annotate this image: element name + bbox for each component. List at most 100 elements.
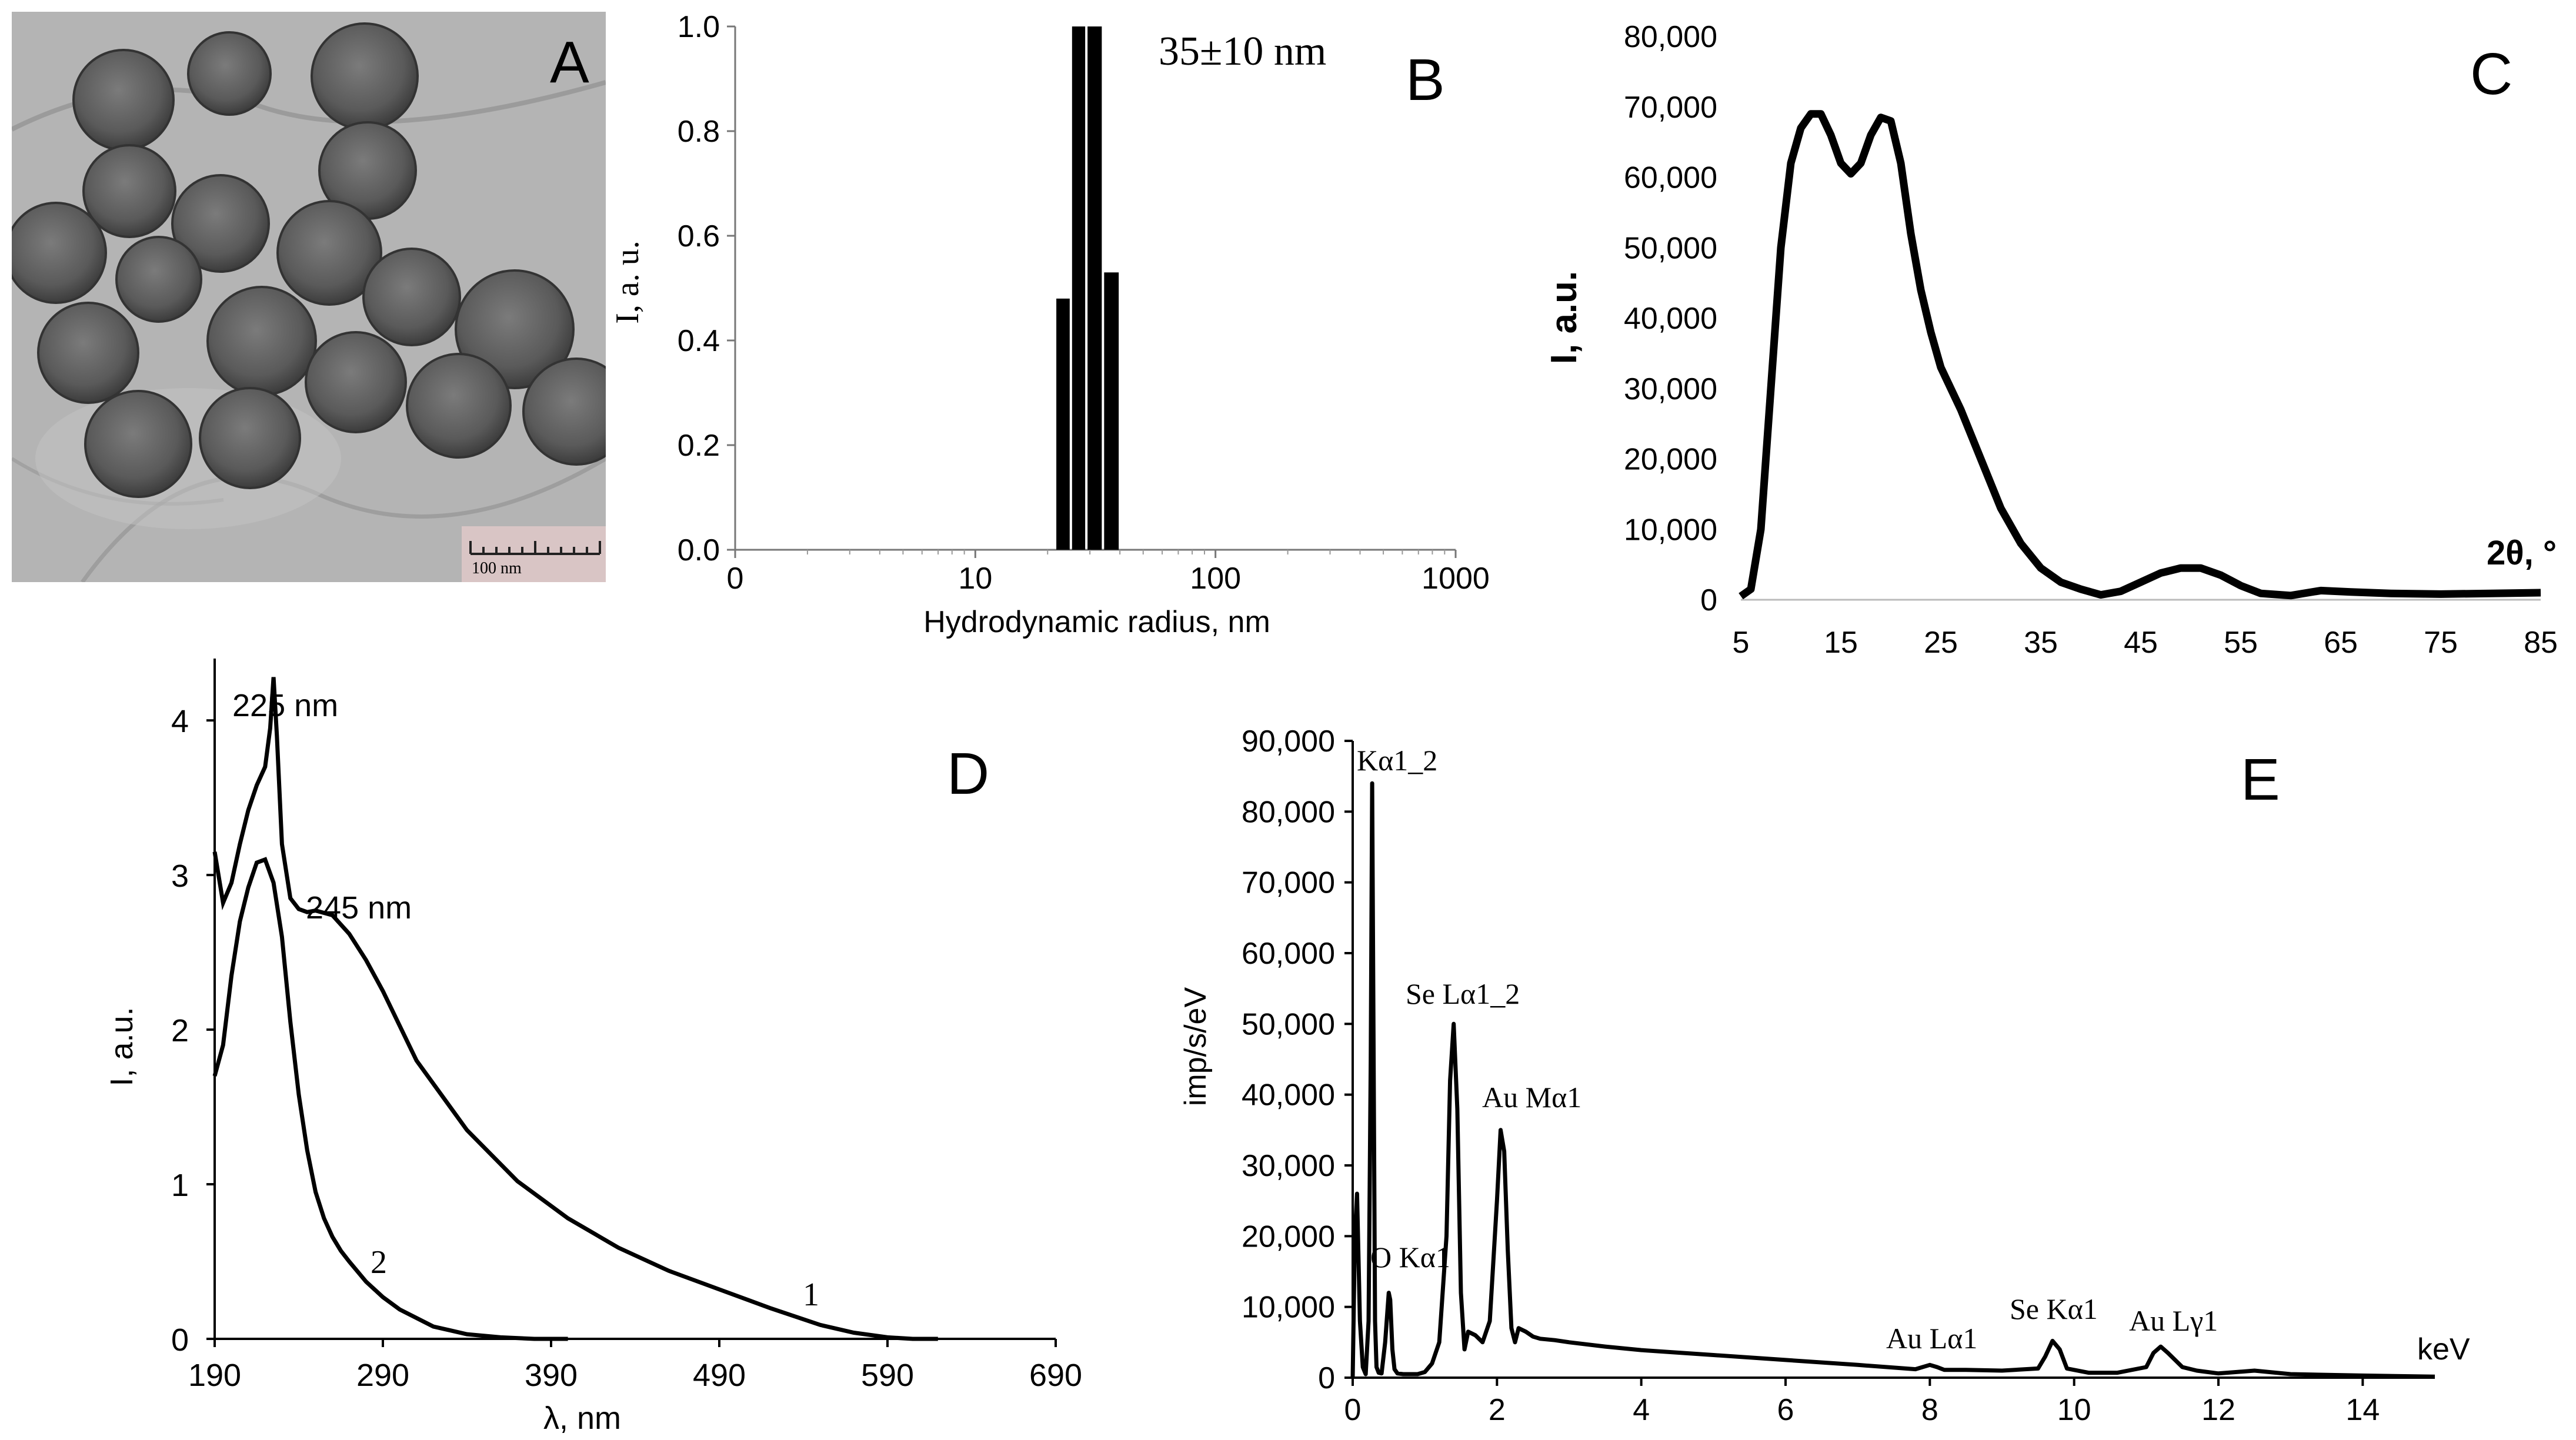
chart-b-axes: 0 10 100 1000 0.0 0.2 0.4 0.6 0.8 1.0 [678, 10, 1490, 596]
chart-c-xtick-label: 25 [1924, 626, 1958, 660]
chart-b-annotation: 35±10 nm [1159, 29, 1326, 74]
chart-b-bar [1104, 272, 1119, 550]
chart-d-xtick-label: 290 [356, 1358, 409, 1393]
panel-a-tem: 100 nm A [12, 12, 606, 582]
panel-label-a: A [550, 29, 589, 95]
peak-label-au-lg1: Au Lγ1 [2129, 1304, 2218, 1337]
chart-c-xtick-label: 5 [1733, 626, 1750, 660]
chart-d-xtick-label: 190 [188, 1358, 241, 1393]
chart-d-series-2 [212, 857, 568, 1341]
chart-c-ytick-label: 0 [1700, 583, 1717, 617]
chart-d-axes: 190 290 390 490 590 690 0 1 2 3 4 [171, 659, 1082, 1393]
chart-c-xtick-label: 55 [2224, 626, 2258, 660]
peak-label-au-la1: Au Lα1 [1886, 1322, 1977, 1355]
chart-e-ytick-label: 70,000 [1242, 866, 1335, 900]
panel-label-d: D [947, 741, 989, 807]
chart-c-xtick-label: 65 [2324, 626, 2358, 660]
particles [12, 22, 606, 498]
chart-d-xtick-label: 590 [861, 1358, 914, 1393]
chart-b-ytick-label: 0.0 [678, 533, 720, 567]
chart-c-xlabel: 2θ, ° [2487, 534, 2557, 572]
chart-c-xtick-label: 85 [2524, 626, 2558, 660]
panel-label-c: C [2470, 41, 2512, 107]
chart-b-bar [1056, 298, 1070, 550]
chart-e-xtick-label: 6 [1777, 1393, 1794, 1427]
peak-label-o-ka1: O Kα1 [1370, 1241, 1450, 1274]
chart-c-ytick-label: 10,000 [1624, 513, 1717, 547]
chart-c-ytick-label: 30,000 [1624, 372, 1717, 406]
chart-c-ytick-label: 20,000 [1624, 443, 1717, 477]
chart-e-ytick-label: 30,000 [1242, 1149, 1335, 1183]
chart-e-xtick-label: 4 [1633, 1393, 1650, 1427]
chart-e-ytick-label: 0 [1318, 1361, 1335, 1395]
chart-c-xtick-label: 45 [2124, 626, 2158, 660]
chart-b-bar [1072, 26, 1086, 550]
chart-e-axes: 0 2 4 6 8 10 12 14 0 10,000 20,000 30,000 40,000 50,0… [1242, 724, 2435, 1427]
chart-d-xtick-label: 390 [525, 1358, 578, 1393]
peak-label-se-ka1: Se Kα1 [2010, 1292, 2098, 1325]
chart-c-xtick-label: 15 [1824, 626, 1858, 660]
chart-e: 0 2 4 6 8 10 12 14 0 10,000 20,000 30,000 40,000 50,0… [1179, 724, 2470, 1427]
chart-c: 5 15 25 35 45 55 65 75 85 0 10,000 20,000 30,000 40,0… [1544, 20, 2558, 660]
scale-bar-label: 100 nm [472, 559, 522, 577]
chart-b-xtick-label: 1000 [1422, 562, 1490, 596]
chart-d-series-1 [212, 677, 938, 1341]
panel-d-uvvis: 190 290 390 490 590 690 0 1 2 3 4 225 nm 245 nm 2 … [94, 653, 1129, 1440]
chart-e-line [1350, 781, 2435, 1379]
chart-e-ylabel: imp/s/eV [1179, 987, 1213, 1107]
chart-c-ytick-label: 70,000 [1624, 91, 1717, 125]
chart-d-xtick-label: 690 [1029, 1358, 1082, 1393]
peak-label-au-ma1: Au Mα1 [1482, 1081, 1581, 1114]
chart-e-ytick-label: 60,000 [1242, 937, 1335, 971]
chart-b-ytick-label: 0.2 [678, 429, 720, 463]
chart-e-xtick-label: 14 [2345, 1393, 2380, 1427]
chart-d-ytick-label: 2 [171, 1013, 189, 1048]
chart-d-ytick-label: 1 [171, 1168, 189, 1203]
chart-c-ytick-label: 40,000 [1624, 302, 1717, 336]
chart-d-curve-label-2: 2 [371, 1244, 387, 1281]
chart-b-xtick-label: 0 [727, 562, 744, 596]
chart-b-ytick-label: 0.6 [678, 219, 720, 253]
chart-e-ytick-label: 50,000 [1242, 1007, 1335, 1041]
chart-d-xlabel: λ, nm [543, 1401, 621, 1436]
panel-label-e: E [2241, 747, 2280, 813]
chart-e-ytick-label: 90,000 [1242, 724, 1335, 759]
chart-b-xlabel: Hydrodynamic radius, nm [923, 605, 1270, 639]
panel-c-xrd: 5 15 25 35 45 55 65 75 85 0 10,000 20,000 30,000 40,0… [1541, 0, 2576, 670]
chart-c-ylabel: I, a.u. [1544, 271, 1584, 364]
chart-e-xtick-label: 12 [2201, 1393, 2235, 1427]
chart-e-ytick-label: 40,000 [1242, 1078, 1335, 1112]
chart-e-xlabel: keV [2417, 1332, 2470, 1367]
chart-b-ytick-label: 0.4 [678, 324, 720, 358]
chart-c-xtick-label: 75 [2424, 626, 2458, 660]
scale-bar [469, 541, 601, 555]
chart-c-axes: 5 15 25 35 45 55 65 75 85 0 10,000 20,000 30,000 40,0… [1624, 20, 2558, 660]
chart-d-ytick-label: 4 [171, 704, 189, 739]
chart-d-peak-225: 225 nm [232, 688, 338, 723]
chart-e-ytick-label: 20,000 [1242, 1220, 1335, 1254]
chart-e-xtick-label: 2 [1489, 1393, 1506, 1427]
chart-d-peak-245: 245 nm [306, 890, 412, 926]
chart-d-xtick-label: 490 [693, 1358, 746, 1393]
chart-e-ytick-label: 10,000 [1242, 1291, 1335, 1325]
chart-e-peak-labels: Kα1_2 O Kα1 Se Lα1_2 Au Mα1 Au Lα1 Se Kα… [1357, 744, 2218, 1355]
peak-label-se-la1-2: Se Lα1_2 [1406, 977, 1520, 1010]
chart-e-ytick-label: 80,000 [1242, 795, 1335, 829]
chart-c-ytick-label: 80,000 [1624, 20, 1717, 54]
chart-b-ytick-label: 0.8 [678, 115, 720, 149]
panel-label-b: B [1406, 47, 1445, 113]
chart-d-ytick-label: 0 [171, 1322, 189, 1358]
chart-c-ytick-label: 60,000 [1624, 161, 1717, 195]
tem-micrograph: 100 nm A [12, 12, 606, 582]
chart-b-ytick-label: 1.0 [678, 10, 720, 44]
chart-c-line [1739, 110, 2541, 600]
panel-b-dls: 0 10 100 1000 0.0 0.2 0.4 0.6 0.8 1.0 35±10 nm B … [612, 0, 1494, 647]
chart-b-bar [1087, 26, 1102, 550]
panel-e-edx: 0 2 4 6 8 10 12 14 0 10,000 20,000 30,000 40,000 50,0… [1170, 694, 2576, 1440]
chart-d-ytick-label: 3 [171, 858, 189, 894]
chart-e-xtick-label: 8 [1921, 1393, 1938, 1427]
chart-e-xtick-label: 10 [2057, 1393, 2091, 1427]
chart-b-ylabel: I, a. u. [612, 240, 646, 324]
